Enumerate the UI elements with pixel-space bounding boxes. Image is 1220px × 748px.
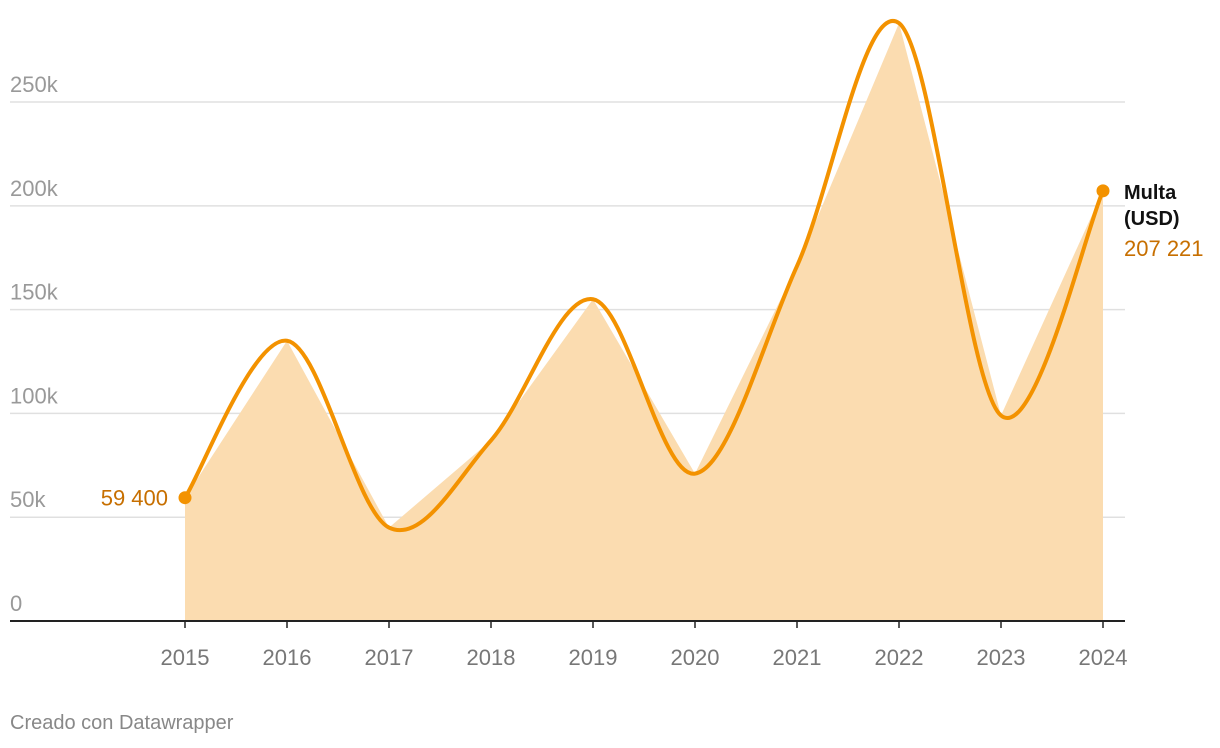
x-tick-label: 2023: [977, 645, 1026, 670]
x-tick-label: 2024: [1079, 645, 1128, 670]
x-tick-label: 2022: [875, 645, 924, 670]
y-tick-label: 0: [10, 591, 22, 616]
value-label: 59 400: [101, 486, 168, 511]
point: [1096, 184, 1110, 198]
y-tick-label: 250k: [10, 72, 59, 97]
series-label: Multa (USD): [1124, 182, 1180, 230]
y-tick-label: 200k: [10, 176, 59, 201]
y-tick-label: 100k: [10, 383, 59, 408]
x-tick-label: 2018: [467, 645, 516, 670]
x-tick-label: 2019: [569, 645, 618, 670]
x-tick-label: 2021: [773, 645, 822, 670]
x-tick-label: 2015: [161, 645, 210, 670]
x-tick-label: 2017: [365, 645, 414, 670]
chart: 0 50k 100k 150k 200k 250k 2015 2016 2017 2018 2019…: [10, 19, 1204, 670]
line: [183, 19, 1105, 533]
point: [178, 491, 192, 505]
x-tick-label: 2020: [671, 645, 720, 670]
value-label: 207 221: [1124, 236, 1204, 261]
y-tick-label: 150k: [10, 280, 59, 305]
y-tick-label: 50k: [10, 487, 46, 512]
credit: Creado con Datawrapper: [10, 712, 234, 734]
area: [185, 23, 1103, 621]
x-tick-label: 2016: [263, 645, 312, 670]
